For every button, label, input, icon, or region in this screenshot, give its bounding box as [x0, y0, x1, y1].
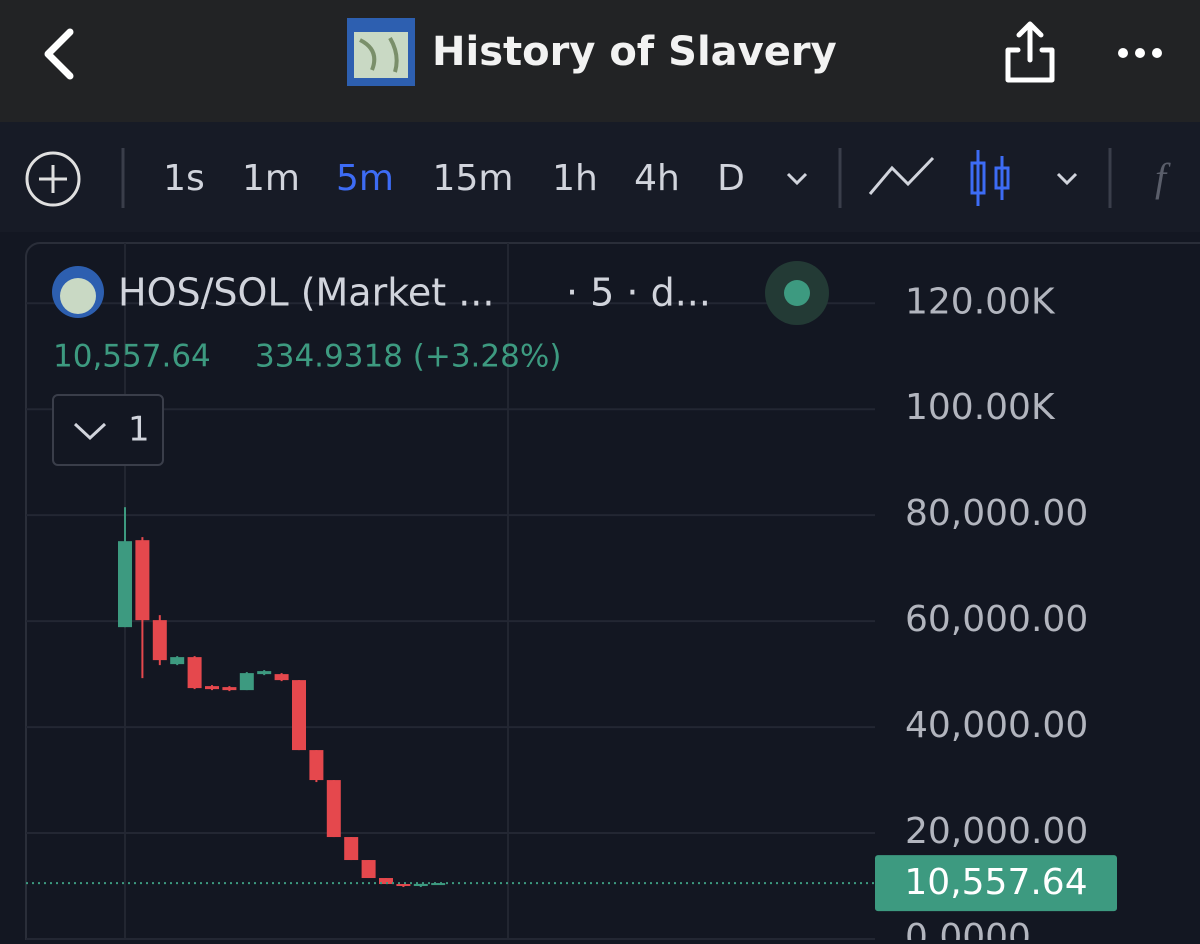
candle-body	[118, 541, 132, 628]
interval-dropdown[interactable]	[786, 172, 808, 186]
chevron	[73, 422, 107, 441]
y-tick-label: 80,000.00	[905, 493, 1088, 534]
price-badge	[875, 855, 1117, 912]
indicator-toggle[interactable]	[52, 394, 164, 466]
legend-change: 334.9318 (+3.28%)	[255, 339, 561, 375]
candle-body	[239, 673, 254, 691]
add-indicator-button[interactable]	[25, 151, 81, 207]
interval-button[interactable]: 1m	[242, 158, 300, 199]
candle-body	[257, 671, 272, 675]
chart-type-dropdown[interactable]	[1056, 172, 1078, 186]
candle-body	[292, 680, 306, 751]
back-button[interactable]	[44, 28, 74, 80]
toolbar	[0, 122, 1200, 232]
more-button[interactable]	[1118, 48, 1162, 58]
y-tick-label: 120.00K	[905, 281, 1056, 322]
candle-body	[135, 540, 150, 621]
indicator-count: 1	[128, 410, 150, 450]
price-badge-label: 10,557.64	[904, 862, 1087, 903]
candle-body	[379, 878, 393, 885]
interval-button[interactable]: D	[717, 158, 745, 199]
candle-body	[396, 884, 411, 887]
interval-button[interactable]: 5m	[336, 158, 394, 199]
candle-body	[205, 686, 219, 690]
y-tick-label: 40,000.00	[905, 705, 1088, 746]
top-bar	[0, 0, 1200, 122]
interval-button[interactable]: 15m	[433, 158, 514, 199]
y-tick-label: 100.00K	[905, 387, 1056, 428]
interval-button[interactable]: 1h	[552, 158, 598, 199]
candle-body	[431, 883, 446, 886]
symbol-meta: · 5 · d...	[566, 271, 711, 315]
legend-price: 10,557.64	[53, 339, 211, 375]
status-dot	[784, 280, 810, 306]
candle-body	[344, 837, 359, 861]
candle-body	[222, 687, 237, 691]
symbol-name: HOS/SOL (Market ...	[118, 271, 494, 315]
share-button[interactable]	[1005, 21, 1055, 83]
candle-body	[187, 657, 202, 689]
interval-button[interactable]: 4h	[634, 158, 680, 199]
candle-body	[309, 750, 324, 781]
candle-body	[413, 883, 428, 887]
token-icon	[347, 18, 415, 86]
interval-button[interactable]: 1s	[163, 158, 205, 199]
legend-icon	[52, 266, 104, 318]
candle-body	[152, 620, 167, 661]
line-chart-button[interactable]	[868, 156, 935, 195]
candle-body	[274, 674, 289, 681]
candle-body	[170, 657, 185, 665]
candle-body	[326, 780, 341, 838]
candle-body	[361, 860, 376, 879]
y-tick-label: 20,000.00	[905, 811, 1088, 852]
page-title: History of Slavery	[432, 29, 837, 75]
candle-chart-button[interactable]	[970, 150, 1010, 206]
y-tick-label: 0.0000	[905, 917, 1031, 940]
y-tick-label: 60,000.00	[905, 599, 1088, 640]
